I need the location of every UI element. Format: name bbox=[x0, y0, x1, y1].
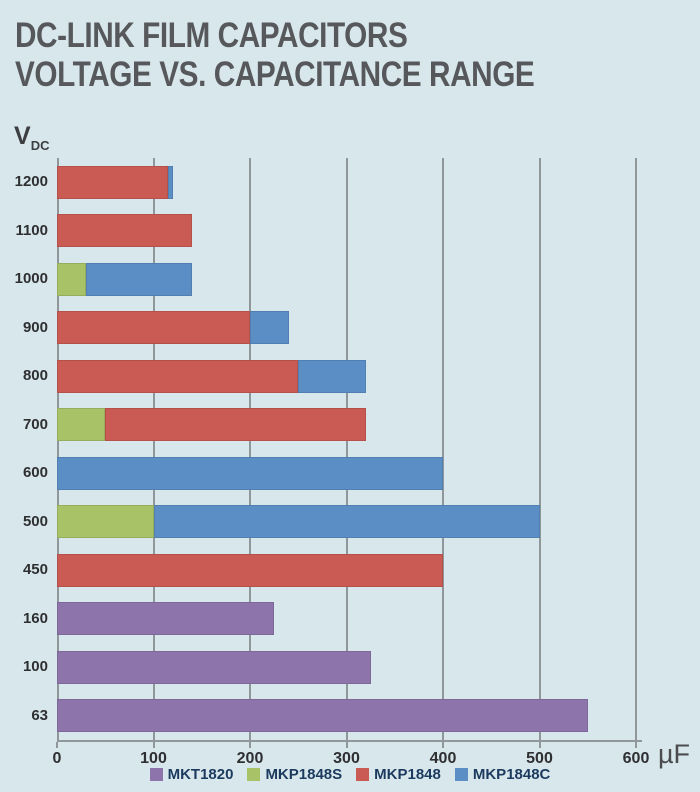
x-tick-600 bbox=[635, 742, 637, 748]
y-tick-label-900: 900 bbox=[22, 318, 48, 336]
x-axis-unit-label: µF bbox=[658, 739, 691, 769]
legend-item-MKP1848: MKP1848 bbox=[356, 766, 441, 783]
bar-63-MKT1820 bbox=[57, 699, 588, 733]
chart-title-line2: VOLTAGE VS. CAPACITANCE RANGE bbox=[15, 55, 535, 94]
legend-swatch-MKT1820 bbox=[149, 768, 163, 781]
x-tick-label-400: 400 bbox=[429, 750, 457, 767]
gridline-400 bbox=[442, 158, 444, 740]
gridline-500 bbox=[538, 158, 541, 740]
legend-label-MKP1848C: MKP1848C bbox=[472, 766, 551, 783]
bar-900-MKP1848C bbox=[250, 311, 289, 345]
bar-700-MKP1848 bbox=[105, 408, 366, 442]
bar-450-MKP1848 bbox=[57, 553, 443, 587]
bar-600-MKP1848C bbox=[57, 456, 443, 490]
y-tick-label-100: 100 bbox=[22, 658, 48, 676]
bar-500-MKP1848C bbox=[153, 505, 540, 539]
legend: MKT1820 MKP1848S MKP1848 MKP1848C bbox=[0, 766, 700, 783]
x-tick-label-0: 0 bbox=[52, 750, 62, 767]
x-tick-400 bbox=[442, 742, 444, 748]
bar-900-MKP1848 bbox=[57, 311, 250, 345]
bar-1100-MKP1848 bbox=[57, 214, 193, 248]
bar-700-MKP1848S bbox=[57, 408, 106, 442]
y-tick-label-160: 160 bbox=[22, 609, 48, 627]
y-tick-label-1200: 1200 bbox=[14, 173, 48, 191]
bar-1000-MKP1848C bbox=[85, 262, 193, 296]
y-axis-line bbox=[57, 158, 59, 740]
x-tick-500 bbox=[538, 742, 541, 748]
bar-800-MKP1848C bbox=[298, 359, 366, 393]
y-tick-label-500: 500 bbox=[22, 512, 48, 530]
x-tick-label-200: 200 bbox=[236, 750, 264, 767]
bar-160-MKT1820 bbox=[57, 602, 275, 636]
chart-title-line1: DC-LINK FILM CAPACITORS bbox=[15, 16, 408, 55]
y-tick-label-700: 700 bbox=[22, 415, 48, 433]
y-axis-unit-main: V bbox=[14, 122, 31, 150]
x-tick-label-300: 300 bbox=[333, 750, 360, 767]
chart-title: DC-LINK FILM CAPACITORS VOLTAGE VS. CAPA… bbox=[15, 16, 535, 94]
legend-item-MKP1848C: MKP1848C bbox=[454, 766, 551, 783]
x-tick-200 bbox=[249, 742, 251, 748]
bar-100-MKT1820 bbox=[57, 650, 371, 684]
gridline-100 bbox=[152, 158, 155, 740]
x-axis-line bbox=[57, 740, 642, 742]
legend-item-MKT1820: MKT1820 bbox=[149, 766, 234, 783]
legend-swatch-MKP1848S bbox=[247, 768, 261, 781]
bar-500-MKP1848S bbox=[57, 505, 154, 539]
y-tick-label-800: 800 bbox=[22, 367, 48, 385]
bar-1200-MKP1848 bbox=[57, 165, 168, 199]
legend-label-MKP1848: MKP1848 bbox=[374, 766, 441, 783]
x-tick-100 bbox=[152, 742, 155, 748]
gridline-600 bbox=[635, 158, 637, 740]
plot-area: 1200 1100 1000 900 800 700 600 500 450 160 100 63 bbox=[15, 158, 637, 740]
bar-1000-MKP1848S bbox=[57, 262, 86, 296]
y-tick-label-600: 600 bbox=[22, 464, 48, 482]
y-tick-label-1100: 1100 bbox=[15, 221, 48, 239]
x-tick-label-500: 500 bbox=[526, 750, 553, 767]
x-tick-label-600: 600 bbox=[622, 750, 650, 767]
bar-1200-MKP1848C bbox=[167, 165, 173, 199]
legend-label-MKP1848S: MKP1848S bbox=[265, 766, 343, 783]
x-tick-0 bbox=[56, 742, 58, 748]
y-tick-label-1000: 1000 bbox=[14, 270, 48, 288]
legend-item-MKP1848S: MKP1848S bbox=[247, 766, 342, 783]
y-axis-unit-label: VDC bbox=[14, 122, 49, 153]
legend-swatch-MKP1848C bbox=[454, 768, 468, 781]
y-tick-label-450: 450 bbox=[22, 561, 48, 579]
legend-label-MKT1820: MKT1820 bbox=[167, 766, 234, 783]
y-axis-unit-subscript: DC bbox=[30, 138, 50, 153]
gridline-300 bbox=[345, 158, 348, 740]
gridline-200 bbox=[249, 158, 251, 740]
y-tick-label-63: 63 bbox=[31, 706, 48, 724]
bar-800-MKP1848 bbox=[57, 359, 299, 393]
x-tick-label-100: 100 bbox=[140, 750, 167, 767]
legend-swatch-MKP1848 bbox=[356, 768, 370, 781]
x-tick-300 bbox=[345, 742, 348, 748]
